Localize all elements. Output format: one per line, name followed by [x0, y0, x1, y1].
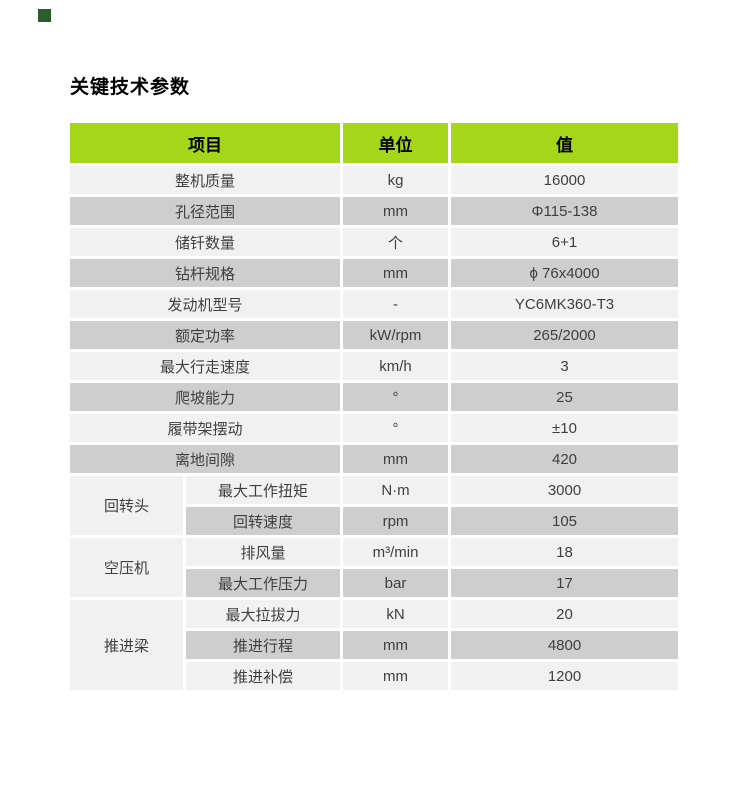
table-row: 钻杆规格 mm ϕ 76x4000	[67, 256, 681, 290]
item-cell: 履带架摆动	[67, 411, 343, 445]
value-cell: 20	[448, 597, 681, 631]
table-row: 推进行程 mm 4800	[69, 628, 681, 662]
unit-cell: kW/rpm	[340, 318, 451, 352]
value-cell: 6+1	[448, 225, 681, 259]
unit-cell: m³/min	[340, 535, 451, 569]
unit-cell: mm	[340, 659, 451, 693]
item-cell: 最大工作压力	[183, 566, 343, 600]
table-row: 离地间隙 mm 420	[67, 442, 681, 476]
item-cell: 最大拉拔力	[183, 597, 343, 631]
unit-cell: °	[340, 380, 451, 414]
item-cell: 额定功率	[67, 318, 343, 352]
header-value: 值	[448, 120, 681, 166]
value-cell: 18	[448, 535, 681, 569]
value-cell: 420	[448, 442, 681, 476]
group-label-cell: 回转头	[67, 473, 186, 538]
unit-cell: kg	[340, 163, 451, 197]
table-row: 储钎数量 个 6+1	[67, 225, 681, 259]
unit-cell: mm	[340, 256, 451, 290]
item-cell: 最大工作扭矩	[183, 473, 343, 507]
group-label-cell: 空压机	[67, 535, 186, 600]
table-row: 爬坡能力 ° 25	[67, 380, 681, 414]
value-cell: Φ115-138	[448, 194, 681, 228]
header-unit: 单位	[340, 120, 451, 166]
item-cell: 最大行走速度	[67, 349, 343, 383]
value-cell: 25	[448, 380, 681, 414]
item-cell: 发动机型号	[67, 287, 343, 321]
spec-table: 项目 单位 值 整机质量 kg 16000 孔径范围 mm Φ115-138 储…	[67, 120, 681, 693]
table-row: 推进补偿 mm 1200	[69, 659, 681, 693]
unit-cell: kN	[340, 597, 451, 631]
item-cell: 钻杆规格	[67, 256, 343, 290]
unit-cell: mm	[340, 628, 451, 662]
value-cell: ϕ 76x4000	[448, 256, 681, 290]
item-cell: 孔径范围	[67, 194, 343, 228]
table-row: 整机质量 kg 16000	[67, 163, 681, 197]
unit-cell: bar	[340, 566, 451, 600]
value-cell: 3	[448, 349, 681, 383]
value-cell: YC6MK360-T3	[448, 287, 681, 321]
table-row: 孔径范围 mm Φ115-138	[67, 194, 681, 228]
value-cell: 17	[448, 566, 681, 600]
table-row: 最大行走速度 km/h 3	[67, 349, 681, 383]
unit-cell: km/h	[340, 349, 451, 383]
corner-accent-square	[38, 9, 51, 22]
page-title: 关键技术参数	[70, 77, 191, 98]
item-cell: 排风量	[183, 535, 343, 569]
table-row: 履带架摆动 ° ±10	[67, 411, 681, 445]
unit-cell: °	[340, 411, 451, 445]
value-cell: 4800	[448, 628, 681, 662]
item-cell: 推进补偿	[183, 659, 343, 693]
value-cell: 3000	[448, 473, 681, 507]
item-cell: 储钎数量	[67, 225, 343, 259]
unit-cell: -	[340, 287, 451, 321]
table-row: 额定功率 kW/rpm 265/2000	[67, 318, 681, 352]
value-cell: ±10	[448, 411, 681, 445]
value-cell: 16000	[448, 163, 681, 197]
item-cell: 回转速度	[183, 504, 343, 538]
item-cell: 爬坡能力	[67, 380, 343, 414]
value-cell: 105	[448, 504, 681, 538]
item-cell: 推进行程	[183, 628, 343, 662]
unit-cell: mm	[340, 442, 451, 476]
table-row: 发动机型号 - YC6MK360-T3	[67, 287, 681, 321]
table-row: 回转头 最大工作扭矩 N·m 3000	[67, 473, 681, 538]
table-row: 最大工作压力 bar 17	[69, 566, 681, 600]
table-row: 回转速度 rpm 105	[69, 504, 681, 538]
unit-cell: mm	[340, 194, 451, 228]
unit-cell: 个	[340, 225, 451, 259]
unit-cell: N·m	[340, 473, 451, 507]
item-cell: 离地间隙	[67, 442, 343, 476]
group-label-cell: 推进梁	[67, 597, 186, 693]
table-row: 空压机 排风量 m³/min 18	[67, 535, 681, 600]
value-cell: 265/2000	[448, 318, 681, 352]
unit-cell: rpm	[340, 504, 451, 538]
header-item: 项目	[67, 120, 343, 166]
table-header-row: 项目 单位 值	[67, 120, 681, 166]
value-cell: 1200	[448, 659, 681, 693]
table-row: 推进梁 最大拉拔力 kN 20	[67, 597, 681, 693]
item-cell: 整机质量	[67, 163, 343, 197]
